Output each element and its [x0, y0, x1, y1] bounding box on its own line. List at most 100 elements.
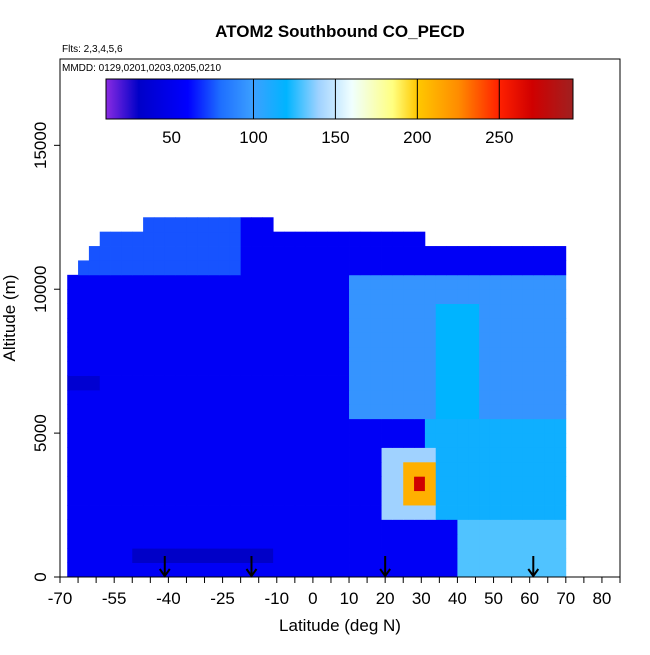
heatmap-cell [294, 505, 307, 520]
heatmap-cell [251, 289, 263, 305]
heatmap-cell [414, 548, 426, 564]
heatmap-cell [544, 519, 556, 535]
heatmap-cell [392, 375, 404, 391]
heatmap-cell [544, 274, 556, 290]
heatmap-cell [121, 404, 133, 420]
heatmap-cell [457, 361, 469, 376]
heatmap-cell [143, 519, 155, 535]
heatmap-cell [78, 519, 90, 535]
heatmap-cell [435, 303, 447, 319]
heatmap-cell [229, 461, 242, 477]
heatmap-cell [511, 505, 523, 520]
heatmap-cell [67, 289, 79, 305]
heatmap-cell [533, 389, 545, 405]
colorbar-tick-label: 250 [485, 128, 513, 147]
heatmap-cell [500, 505, 513, 520]
heatmap-cell [218, 332, 231, 348]
heatmap-cell [229, 447, 242, 463]
heatmap-cell [143, 332, 155, 348]
heatmap-cell [522, 289, 534, 305]
heatmap-cell [251, 548, 263, 564]
heatmap-cell [544, 346, 556, 362]
heatmap-cell [414, 490, 426, 506]
heatmap-cell [284, 274, 296, 290]
heatmap-cell [78, 505, 90, 520]
heatmap-cell [479, 562, 491, 578]
heatmap-cell [197, 476, 209, 492]
heatmap-cell [153, 217, 166, 233]
heatmap-cell [121, 519, 133, 535]
heatmap-cell [175, 433, 187, 448]
heatmap-cell [381, 289, 393, 305]
heatmap-cell [99, 533, 111, 549]
heatmap-cell [414, 389, 426, 405]
heatmap-cell [164, 246, 177, 261]
heatmap-cell [489, 433, 502, 448]
heatmap-cell [305, 389, 317, 405]
heatmap-cell [143, 346, 155, 362]
heatmap-cell [359, 274, 372, 290]
heatmap-cell [392, 562, 404, 578]
heatmap-cell [240, 375, 252, 391]
heatmap-cell [349, 303, 361, 319]
heatmap-cell [370, 289, 382, 305]
heatmap-cell [110, 476, 122, 492]
heatmap-cell [197, 375, 209, 391]
heatmap-cell [446, 246, 458, 261]
heatmap-cell [327, 418, 339, 434]
heatmap-cell [424, 404, 437, 420]
heatmap-cell [218, 505, 231, 520]
heatmap-cell [110, 562, 122, 578]
heatmap-cell [338, 548, 350, 564]
heatmap-cell [403, 346, 415, 362]
heatmap-cell [349, 332, 361, 348]
heatmap-cell [457, 404, 469, 420]
heatmap-cell [186, 433, 198, 448]
heatmap-cell [533, 346, 545, 362]
heatmap-cell [381, 246, 393, 261]
heatmap-cell [489, 389, 502, 405]
heatmap-cell [197, 433, 209, 448]
heatmap-cell [305, 490, 317, 506]
heatmap-cell [78, 274, 90, 290]
heatmap-cell [544, 404, 556, 420]
colorbar-tick-label: 200 [403, 128, 431, 147]
heatmap-cell [121, 231, 133, 247]
heatmap-cell [424, 346, 437, 362]
heatmap-cell [110, 389, 122, 405]
heatmap-cell [381, 404, 393, 420]
heatmap-cell [121, 318, 133, 333]
heatmap-cell [143, 361, 155, 376]
heatmap-cell [99, 548, 111, 564]
heatmap-cell [468, 461, 480, 477]
heatmap-cell [316, 418, 328, 434]
heatmap-cell [273, 519, 285, 535]
heatmap-cell [370, 418, 382, 434]
heatmap-cell [284, 346, 296, 362]
heatmap-cell [262, 389, 274, 405]
heatmap-cell [175, 505, 187, 520]
heatmap-cell [208, 289, 220, 305]
heatmap-cell [500, 562, 513, 578]
heatmap-cell [88, 490, 101, 506]
heatmap-cell [186, 246, 198, 261]
heatmap-cell [262, 361, 274, 376]
heatmap-cell [457, 433, 469, 448]
heatmap-cell [273, 562, 285, 578]
heatmap-cell [446, 562, 458, 578]
heatmap-cell [544, 476, 556, 492]
heatmap-cell [197, 533, 209, 549]
heatmap-cell [316, 260, 328, 276]
heatmap-cell [489, 505, 502, 520]
flight-markers [158, 556, 540, 578]
heatmap-cell [186, 375, 198, 391]
heatmap-cell [338, 505, 350, 520]
heatmap-cell [468, 332, 480, 348]
heatmap-cell [554, 519, 567, 535]
heatmap-cell [218, 447, 231, 463]
heatmap-cell [554, 404, 567, 420]
heatmap-cell [175, 246, 187, 261]
heatmap-cell [457, 274, 469, 290]
heatmap-cell [208, 505, 220, 520]
heatmap-cell [153, 231, 166, 247]
